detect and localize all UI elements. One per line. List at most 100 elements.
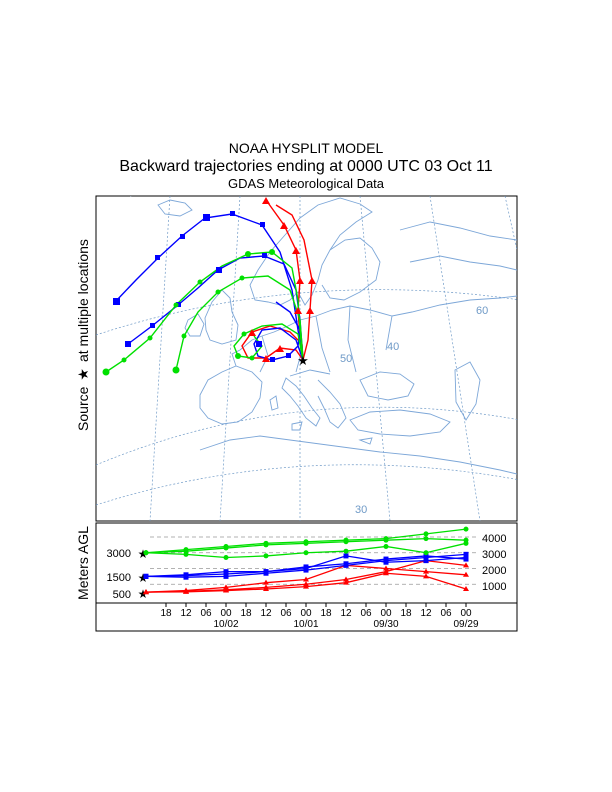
data-source-title: GDAS Meteorological Data <box>228 176 385 191</box>
hour-tick-label-8: 18 <box>320 608 332 619</box>
hour-tick-label-7: 00 <box>300 608 312 619</box>
start-star-500: ★ <box>138 587 149 601</box>
date-label-0929: 09/29 <box>453 619 478 630</box>
vertical-point-red-2-3 <box>263 579 269 585</box>
vertical-point-green-6-8 <box>463 526 469 532</box>
model-title: NOAA HYSPLIT MODEL <box>229 140 384 156</box>
vertical-point-red-1-3 <box>263 585 269 591</box>
hour-tick-label-0: 18 <box>160 608 172 619</box>
vertical-point-blue-3-8 <box>463 551 469 557</box>
start-star-3000: ★ <box>138 547 149 561</box>
vertical-point-green-8-7 <box>423 550 429 556</box>
vertical-point-blue-5-3 <box>263 569 269 575</box>
hour-tick-label-15: 00 <box>460 608 472 619</box>
hour-tick-label-14: 06 <box>440 608 452 619</box>
vertical-panel: Meters AGL 3000 1500 500 ★ ★ ★ 4000 3000… <box>75 522 518 632</box>
hour-tick-label-4: 18 <box>240 608 252 619</box>
vertical-profile-lines <box>143 526 469 595</box>
hour-tick-label-10: 06 <box>360 608 372 619</box>
grid-label-60: 60 <box>476 305 488 317</box>
grid-label-40: 40 <box>387 341 399 353</box>
right-height-ticks: 4000 3000 2000 1000 <box>482 533 506 593</box>
vertical-point-blue-5-6 <box>383 556 389 562</box>
vertical-point-blue-4-6 <box>383 559 389 565</box>
vertical-point-green-7-7 <box>423 536 429 542</box>
vertical-point-green-8-3 <box>263 553 269 559</box>
vertical-point-green-7-3 <box>263 542 269 548</box>
vertical-point-red-1-2 <box>223 587 229 593</box>
vertical-point-green-8-1 <box>183 551 189 557</box>
vertical-point-red-2-6 <box>383 565 389 571</box>
date-label-1001: 10/01 <box>293 619 318 630</box>
vertical-point-red-1-8 <box>463 585 469 591</box>
side-label: Source ★ at multiple locations <box>75 239 91 431</box>
right-tick-2000: 2000 <box>482 565 506 577</box>
vertical-point-blue-5-2 <box>223 571 229 577</box>
hour-ticks: 18 12 06 00 18 12 06 00 18 12 06 00 18 12 06 00 <box>160 603 472 619</box>
vertical-point-red-0-8 <box>463 562 469 568</box>
vertical-point-blue-5-1 <box>183 573 189 579</box>
svg-text:★: ★ <box>297 353 309 368</box>
left-height-ticks: 3000 1500 500 ★ ★ ★ <box>107 547 149 601</box>
date-label-0930: 09/30 <box>373 619 398 630</box>
hour-tick-label-12: 18 <box>400 608 412 619</box>
grid-label-30: 30 <box>355 504 367 516</box>
hour-tick-label-3: 00 <box>220 608 232 619</box>
vertical-point-red-1-5 <box>343 579 349 585</box>
vertical-point-green-7-5 <box>343 539 349 545</box>
vertical-point-red-2-2 <box>223 584 229 590</box>
right-tick-1000: 1000 <box>482 581 506 593</box>
vertical-point-green-7-4 <box>303 540 309 546</box>
source-star-icon: ★ <box>297 353 309 368</box>
vertical-point-green-7-6 <box>383 537 389 543</box>
map-panel: 40 50 60 30 <box>95 195 518 522</box>
vertical-point-red-1-6 <box>383 570 389 576</box>
left-tick-3000: 3000 <box>107 548 131 560</box>
hour-tick-label-13: 12 <box>420 608 432 619</box>
side-label-prefix: Source <box>75 386 91 431</box>
date-labels: 10/02 10/01 09/30 09/29 <box>213 619 478 630</box>
vertical-point-green-8-2 <box>223 554 229 560</box>
hour-tick-label-11: 00 <box>380 608 392 619</box>
vertical-point-green-8-0 <box>143 550 149 556</box>
hour-tick-label-5: 12 <box>260 608 272 619</box>
grid-label-50: 50 <box>340 353 352 365</box>
trajectory-markers-green <box>102 249 275 376</box>
trajectory-green-3 <box>233 323 304 361</box>
hour-tick-label-6: 06 <box>280 608 292 619</box>
vertical-point-green-8-6 <box>383 543 389 549</box>
vertical-point-red-1-7 <box>423 573 429 579</box>
svg-text:Source★at multiple locations: Source ★ at multiple locations <box>75 239 91 431</box>
vertical-point-red-0-5 <box>343 576 349 582</box>
trajectory-markers-blue <box>113 211 291 362</box>
vertical-point-blue-4-7 <box>423 558 429 564</box>
vertical-point-green-8-4 <box>303 550 309 556</box>
vertical-point-red-2-0 <box>143 589 149 595</box>
trajectory-red-2 <box>241 325 304 361</box>
vertical-point-green-7-2 <box>223 545 229 551</box>
vertical-point-red-2-1 <box>183 587 189 593</box>
right-tick-4000: 4000 <box>482 533 506 545</box>
left-tick-1500: 1500 <box>107 572 131 584</box>
trajectory-green-1 <box>105 251 304 373</box>
star-symbol: ★ <box>75 368 91 381</box>
date-label-1002: 10/02 <box>213 619 238 630</box>
hour-tick-label-2: 06 <box>200 608 212 619</box>
vertical-point-blue-5-4 <box>303 564 309 570</box>
vertical-point-red-2-4 <box>303 576 309 582</box>
vertical-point-blue-4-5 <box>343 553 349 559</box>
vertical-point-red-2-7 <box>423 568 429 574</box>
right-tick-3000: 3000 <box>482 549 506 561</box>
vertical-point-blue-5-8 <box>463 556 469 562</box>
main-title: Backward trajectories ending at 0000 UTC… <box>119 158 492 175</box>
trajectory-markers-red <box>248 197 316 362</box>
vertical-point-green-8-8 <box>463 540 469 546</box>
vertical-point-blue-5-0 <box>143 573 149 579</box>
coastlines <box>157 197 517 475</box>
vertical-point-green-6-7 <box>423 531 429 537</box>
left-tick-500: 500 <box>113 589 131 601</box>
vertical-point-green-8-5 <box>343 548 349 554</box>
hour-tick-label-9: 12 <box>340 608 352 619</box>
vertical-ylabel: Meters AGL <box>75 526 91 600</box>
